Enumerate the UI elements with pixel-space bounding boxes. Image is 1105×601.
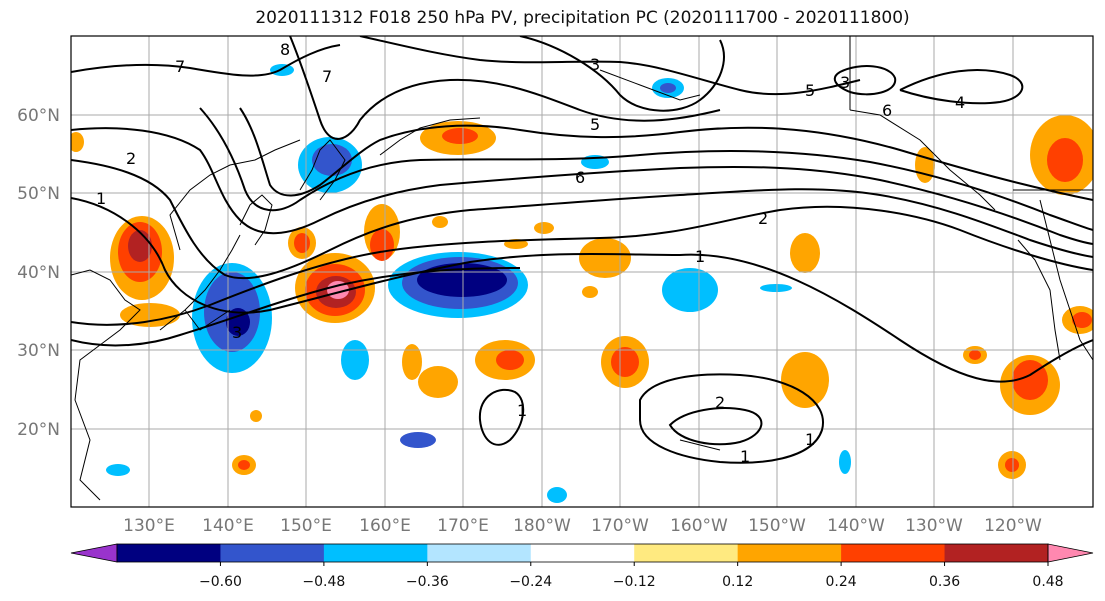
colorbar-segment <box>944 544 1049 562</box>
svg-text:130°W: 130°W <box>905 516 963 536</box>
svg-text:8: 8 <box>280 40 290 59</box>
colorbar-tick-label: −0.60 <box>199 574 242 590</box>
svg-text:1: 1 <box>695 247 705 266</box>
map-frame <box>70 35 1094 508</box>
map-plot-area: 8 7 7 6 5 4 3 3 2 1 1 1 2 1 2 1 5 3 6 <box>71 36 1093 507</box>
colorbar-segment <box>220 544 325 562</box>
svg-text:4: 4 <box>955 93 965 112</box>
svg-text:20°N: 20°N <box>17 420 60 440</box>
svg-text:170°E: 170°E <box>437 516 489 536</box>
svg-text:3: 3 <box>590 55 600 74</box>
longitude-labels: 130°E 140°E 150°E 160°E 170°E 180°W 170°… <box>123 516 1042 536</box>
svg-text:3: 3 <box>232 323 242 342</box>
svg-text:170°W: 170°W <box>591 516 649 536</box>
colorbar-extend-low <box>70 543 118 563</box>
svg-text:5: 5 <box>805 81 815 100</box>
svg-text:180°W: 180°W <box>513 516 571 536</box>
chart-title: 2020111312 F018 250 hPa PV, precipitatio… <box>255 8 910 28</box>
colorbar-tick-label: 0.24 <box>826 574 857 590</box>
svg-text:60°N: 60°N <box>17 106 60 126</box>
svg-text:160°E: 160°E <box>359 516 411 536</box>
svg-text:6: 6 <box>882 101 892 120</box>
svg-text:3: 3 <box>840 73 850 92</box>
svg-text:130°E: 130°E <box>123 516 175 536</box>
svg-text:150°W: 150°W <box>748 516 806 536</box>
svg-text:1: 1 <box>517 401 527 420</box>
svg-text:120°W: 120°W <box>984 516 1042 536</box>
colorbar: −0.60 −0.48 −0.36 −0.24 −0.12 0.12 0.24 0.36 0.4… <box>70 543 1094 590</box>
svg-text:5: 5 <box>590 115 600 134</box>
colorbar-tick-label: 0.12 <box>722 574 753 590</box>
colorbar-segment <box>323 544 428 562</box>
latitude-labels: 60°N 50°N 40°N 30°N 20°N <box>17 106 60 440</box>
svg-text:150°E: 150°E <box>280 516 332 536</box>
svg-text:1: 1 <box>805 430 815 449</box>
colorbar-tick-label: −0.48 <box>302 574 345 590</box>
svg-text:1: 1 <box>96 189 106 208</box>
graticule <box>71 36 1093 507</box>
colorbar-extend-high <box>1047 543 1094 563</box>
colorbar-outline <box>116 543 1049 563</box>
colorbar-tick-label: −0.12 <box>613 574 656 590</box>
colorbar-ticks: −0.60 −0.48 −0.36 −0.24 −0.12 0.12 0.24 0.36 0.4… <box>199 562 1064 590</box>
colorbar-segment <box>530 544 635 562</box>
svg-text:7: 7 <box>175 57 185 76</box>
svg-text:30°N: 30°N <box>17 341 60 361</box>
colorbar-segment <box>737 544 842 562</box>
svg-text:1: 1 <box>740 447 750 466</box>
svg-text:160°W: 160°W <box>670 516 728 536</box>
colorbar-segment <box>117 544 221 562</box>
colorbar-segment <box>427 544 532 562</box>
colorbar-tick-label: 0.48 <box>1032 574 1063 590</box>
colorbar-segments <box>117 544 1049 562</box>
pv-contours <box>71 36 1093 464</box>
svg-text:2: 2 <box>715 393 725 412</box>
colorbar-segment <box>634 544 739 562</box>
svg-text:140°E: 140°E <box>202 516 254 536</box>
svg-text:40°N: 40°N <box>17 263 60 283</box>
colorbar-tick-label: −0.36 <box>406 574 449 590</box>
svg-text:140°W: 140°W <box>827 516 885 536</box>
pv-contour-labels: 8 7 7 6 5 4 3 3 2 1 1 1 2 1 2 1 5 3 6 <box>96 40 965 466</box>
svg-text:2: 2 <box>126 149 136 168</box>
svg-text:7: 7 <box>322 67 332 86</box>
svg-text:6: 6 <box>575 168 585 187</box>
svg-text:50°N: 50°N <box>17 184 60 204</box>
colorbar-tick-label: 0.36 <box>929 574 960 590</box>
colorbar-segment <box>841 544 946 562</box>
colorbar-tick-label: −0.24 <box>509 574 552 590</box>
svg-text:2: 2 <box>758 209 768 228</box>
